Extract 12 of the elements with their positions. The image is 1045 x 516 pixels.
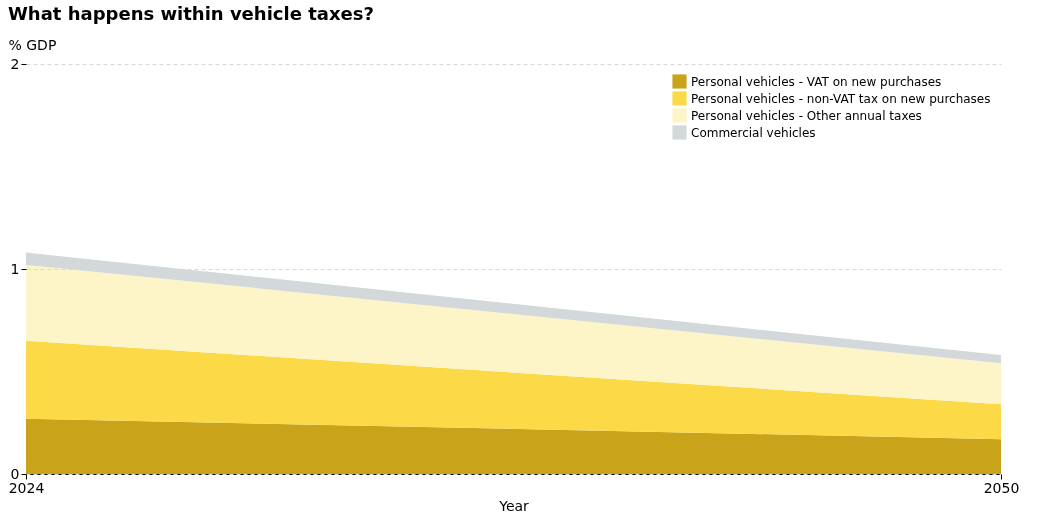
legend-label: Commercial vehicles bbox=[691, 125, 816, 140]
y-tick-label: 2 bbox=[10, 55, 20, 72]
y-tick-label: 1 bbox=[10, 260, 20, 277]
x-tick-label: 2024 bbox=[8, 479, 45, 496]
y-tick-label: 0 bbox=[10, 465, 20, 482]
legend-label: Personal vehicles - Other annual taxes bbox=[691, 108, 922, 123]
legend-label: Personal vehicles - non-VAT tax on new purchases bbox=[691, 91, 991, 106]
legend-label: Personal vehicles - VAT on new purchases bbox=[691, 74, 942, 89]
x-axis-title: Year bbox=[498, 497, 530, 514]
y-axis-title: % GDP bbox=[8, 36, 57, 53]
chart-title: What happens within vehicle taxes? bbox=[8, 3, 374, 24]
x-tick-label: 2050 bbox=[983, 479, 1020, 496]
